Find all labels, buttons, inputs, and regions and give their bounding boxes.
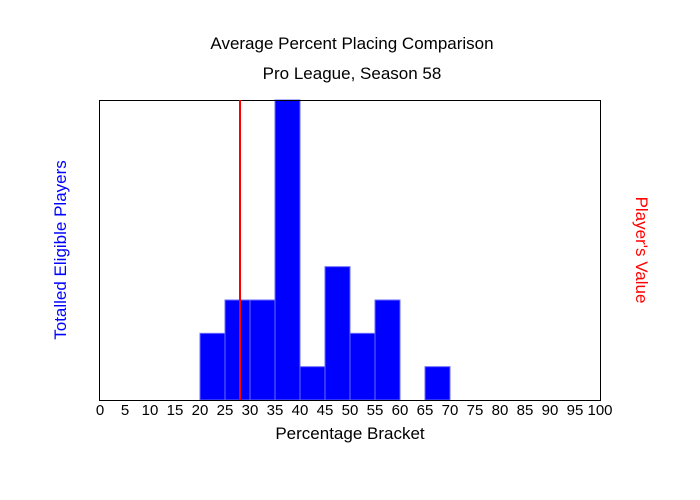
x-tick-label: 90 [542,402,559,419]
x-tick-label: 35 [267,402,284,419]
x-tick-label: 85 [517,402,534,419]
x-tick-label: 15 [167,402,184,419]
x-tick-label: 70 [442,402,459,419]
chart-subtitle: Pro League, Season 58 [263,64,442,83]
x-tick-label: 40 [292,402,309,419]
x-tick-label: 65 [417,402,434,419]
plot-frame [99,100,601,401]
histogram-bar [224,299,251,401]
x-tick-label: 100 [587,402,612,419]
x-tick-label: 95 [567,402,584,419]
histogram-bar [349,332,376,401]
histogram-bar [424,366,451,401]
x-tick-label: 50 [342,402,359,419]
x-tick-label: 0 [96,402,104,419]
y-axis-label: Totalled Eligible Players [51,160,70,340]
histogram-bar [199,332,226,401]
histogram-bar [324,266,351,401]
x-tick-label: 55 [367,402,384,419]
x-axis-label: Percentage Bracket [275,424,425,443]
x-tick-label: 25 [217,402,234,419]
histogram-bar [299,366,326,401]
histogram-bar [374,299,401,401]
x-tick-label: 60 [392,402,409,419]
x-tick-label: 5 [121,402,129,419]
x-tick-label: 30 [242,402,259,419]
histogram-bar [249,299,276,401]
histogram-bar [274,99,301,401]
x-tick-label: 75 [467,402,484,419]
x-tick-label: 45 [317,402,334,419]
chart-title: Average Percent Placing Comparison [210,34,493,53]
x-tick-label: 20 [192,402,209,419]
x-tick-label: 10 [142,402,159,419]
y2-axis-label: Player's Value [632,197,651,304]
x-tick-label: 80 [492,402,509,419]
